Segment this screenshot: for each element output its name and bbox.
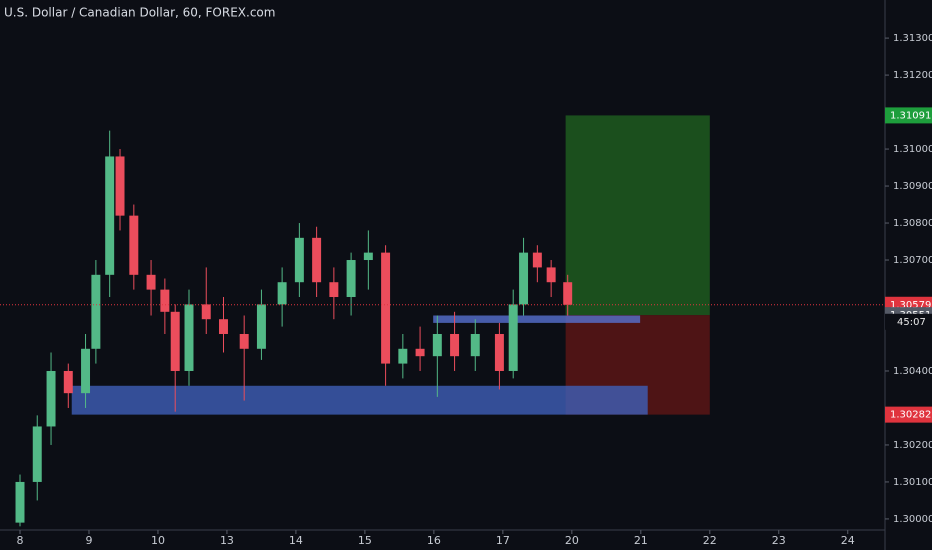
candle-body [519, 252, 529, 305]
candle-body [115, 156, 125, 216]
profit-zone [565, 115, 710, 316]
candle-body [415, 348, 425, 357]
candle-body [129, 215, 139, 275]
candle-body [91, 274, 101, 349]
price-label-box [885, 107, 932, 124]
candle-body [546, 267, 556, 283]
candle-body [450, 333, 460, 357]
candle-body [146, 274, 156, 290]
candle-body [32, 426, 42, 482]
x-tick-label: 23 [772, 534, 786, 547]
candle-body [256, 304, 266, 349]
candle-body [239, 333, 249, 349]
candle-body [15, 481, 25, 523]
price-label: 1.30282 [890, 410, 931, 421]
y-tick-label: 1.30700 [893, 255, 932, 266]
x-tick-label: 14 [289, 534, 303, 547]
y-tick-label: 1.30400 [893, 366, 932, 377]
candle-body [329, 282, 339, 298]
candle-body [346, 260, 356, 298]
candle-body [312, 237, 322, 283]
zone [71, 385, 648, 415]
candle-body [81, 348, 91, 394]
x-tick-label: 17 [496, 534, 510, 547]
x-tick-label: 15 [358, 534, 372, 547]
x-tick-label: 20 [565, 534, 579, 547]
candle-body [201, 304, 211, 320]
x-tick-label: 9 [85, 534, 92, 547]
y-tick-label: 1.30200 [893, 440, 932, 451]
candle-body [381, 252, 391, 364]
candle-body [494, 333, 504, 371]
candle-body [277, 282, 287, 305]
price-label: 1.31091 [890, 110, 931, 121]
zone [433, 315, 641, 323]
countdown: 45:07 [897, 317, 926, 328]
candle-body [508, 304, 518, 371]
candle-body [46, 370, 56, 427]
candle-body [432, 333, 442, 357]
candle-body [219, 319, 228, 334]
y-tick-label: 1.31200 [893, 70, 932, 81]
x-tick-label: 16 [427, 534, 441, 547]
x-tick-label: 8 [17, 534, 24, 547]
y-tick-label: 1.30800 [893, 218, 932, 229]
y-tick-label: 1.30100 [893, 477, 932, 488]
x-tick-label: 10 [151, 534, 165, 547]
x-tick-label: 22 [703, 534, 717, 547]
candle-body [170, 311, 180, 371]
candle-body [398, 348, 408, 364]
y-tick-label: 1.31300 [893, 33, 932, 44]
candle-body [294, 237, 304, 283]
x-tick-label: 24 [841, 534, 855, 547]
candle-body [532, 252, 542, 268]
y-tick-label: 1.31000 [893, 144, 932, 155]
candle-body [160, 289, 170, 312]
price-label-box [885, 406, 932, 423]
candle-body [184, 304, 194, 371]
y-tick-label: 1.30000 [893, 514, 932, 525]
candle-body [363, 252, 373, 261]
candle-body [105, 156, 115, 275]
x-tick-label: 13 [220, 534, 234, 547]
countdown-box [885, 313, 932, 330]
chart-title: U.S. Dollar / Canadian Dollar, 60, FOREX… [4, 6, 275, 20]
x-tick-label: 21 [634, 534, 648, 547]
candle-body [563, 282, 573, 305]
price-label: 1.30579 [890, 300, 931, 311]
y-tick-label: 1.30900 [893, 181, 932, 192]
candle-body [470, 333, 480, 357]
candle-body [63, 370, 73, 394]
